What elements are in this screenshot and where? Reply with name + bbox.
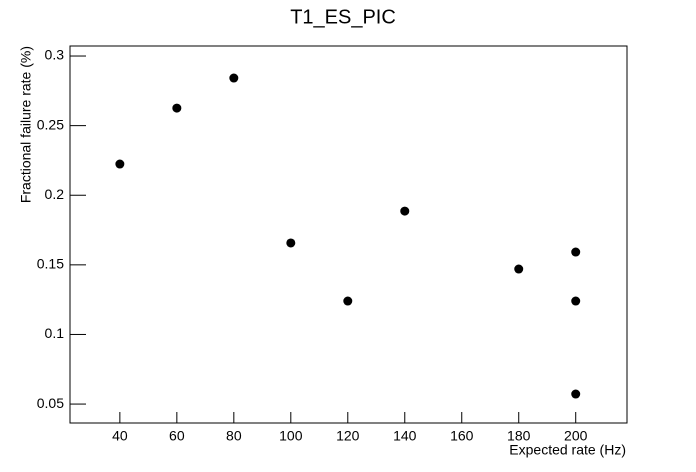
x-tick-label: 180	[507, 428, 531, 444]
y-axis-label: Fractional failure rate (%)	[18, 46, 34, 203]
y-tick-label: 0.2	[45, 186, 65, 202]
point	[514, 264, 524, 274]
y-tick-label: 0.05	[37, 395, 64, 411]
point	[400, 206, 410, 216]
plot-frame	[69, 45, 628, 424]
x-tick-label: 160	[450, 428, 474, 444]
x-tick-label: 100	[279, 428, 303, 444]
y-tick-label: 0.15	[37, 256, 64, 272]
x-tick-label: 200	[564, 428, 588, 444]
point	[343, 296, 353, 306]
y-tick-label: 0.25	[37, 116, 64, 132]
point	[172, 103, 182, 113]
point	[571, 247, 581, 257]
point	[571, 389, 581, 399]
point	[571, 296, 581, 306]
x-tick-label: 80	[226, 428, 242, 444]
x-tick-label: 140	[393, 428, 417, 444]
x-tick-label: 120	[336, 428, 360, 444]
chart-title: T1_ES_PIC	[290, 6, 396, 28]
point	[115, 159, 125, 169]
y-tick-label: 0.3	[45, 47, 65, 63]
y-tick-label: 0.1	[45, 325, 65, 341]
point	[229, 73, 239, 83]
point	[286, 238, 296, 248]
x-tick-label: 40	[112, 428, 128, 444]
x-tick-label: 60	[169, 428, 185, 444]
x-axis-label: Expected rate (Hz)	[509, 442, 626, 458]
